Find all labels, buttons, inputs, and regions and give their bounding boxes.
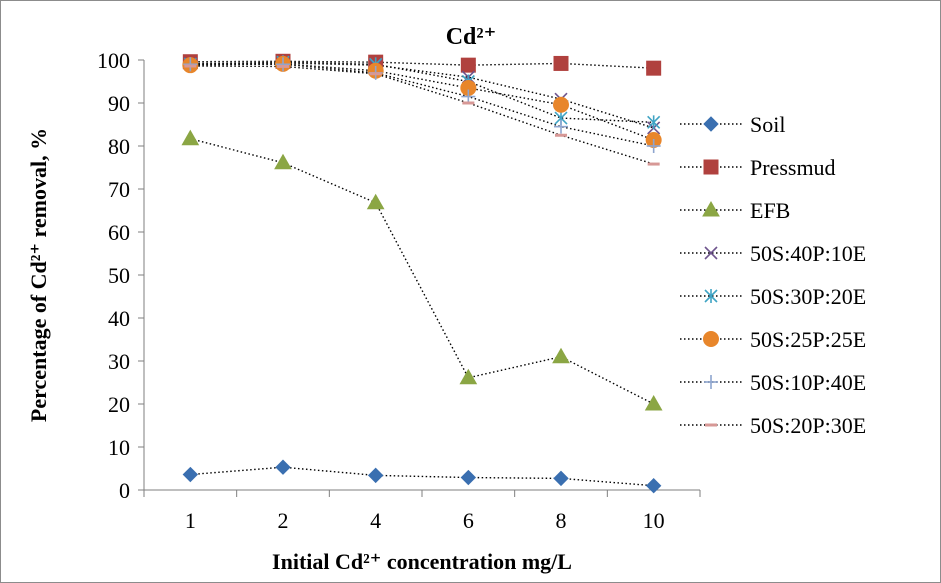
data-point bbox=[553, 470, 569, 487]
legend-marker bbox=[703, 331, 719, 347]
legend-label: 50S:10P:40E bbox=[750, 370, 866, 395]
data-point bbox=[647, 115, 661, 130]
data-point bbox=[460, 469, 477, 486]
y-tick-label: 90 bbox=[108, 91, 130, 116]
series-lines bbox=[190, 60, 654, 487]
legend-item: 50S:40P:10E bbox=[680, 241, 866, 266]
legend-marker bbox=[704, 375, 718, 389]
data-point bbox=[644, 394, 663, 411]
data-point bbox=[275, 459, 291, 475]
legend-label: Soil bbox=[750, 112, 785, 137]
legend-marker bbox=[703, 159, 719, 175]
legend-item: 50S:20P:30E bbox=[680, 413, 866, 438]
x-tick-label: 2 bbox=[278, 508, 289, 533]
legend-label: 50S:40P:10E bbox=[750, 241, 866, 266]
y-tick-label: 40 bbox=[108, 306, 130, 331]
data-point bbox=[646, 139, 661, 153]
legend-marker bbox=[704, 289, 718, 303]
legend: Soil Pressmud EFB 50S:40P:10E 50S:30P:20E 50S… bbox=[680, 112, 866, 438]
y-tick-label: 0 bbox=[119, 478, 130, 503]
data-point bbox=[274, 153, 292, 170]
series-markers bbox=[181, 53, 663, 494]
legend-label: 50S:30P:20E bbox=[750, 284, 866, 309]
x-tick-label: 6 bbox=[463, 508, 474, 533]
series-line bbox=[190, 61, 654, 124]
x-axis-title: Initial Cd²⁺ concentration mg/L bbox=[272, 549, 572, 574]
data-point bbox=[460, 57, 476, 73]
x-tick-label: 4 bbox=[370, 508, 381, 533]
y-tick-label: 70 bbox=[108, 177, 130, 202]
series-line bbox=[190, 466, 654, 487]
axes: 0 10 20 30 40 50 60 70 80 90 100 1 2 4 6 8 10 bbox=[97, 48, 701, 533]
data-point bbox=[369, 72, 382, 76]
y-tick-label: 30 bbox=[108, 349, 130, 374]
data-point bbox=[553, 96, 569, 113]
y-tick-label: 20 bbox=[108, 392, 130, 417]
data-point bbox=[461, 89, 476, 104]
data-point bbox=[181, 129, 200, 146]
data-point bbox=[184, 64, 197, 68]
legend-marker bbox=[703, 116, 719, 132]
data-point bbox=[647, 162, 660, 166]
data-point bbox=[462, 101, 475, 105]
y-axis-title: Percentage of Cd²⁺ removal, % bbox=[26, 128, 51, 422]
legend-marker bbox=[702, 200, 720, 217]
data-point bbox=[555, 133, 567, 137]
y-tick-label: 100 bbox=[97, 48, 130, 73]
legend-item: 50S:10P:40E bbox=[680, 370, 866, 395]
data-point bbox=[553, 55, 569, 71]
y-tick-label: 60 bbox=[108, 220, 130, 245]
data-point bbox=[459, 368, 478, 385]
legend-label: Pressmud bbox=[750, 155, 836, 180]
legend-label: 50S:25P:25E bbox=[750, 327, 866, 352]
x-tick-label: 10 bbox=[643, 508, 665, 533]
legend-marker bbox=[705, 423, 717, 427]
y-tick-label: 80 bbox=[108, 134, 130, 159]
series-line bbox=[190, 65, 654, 165]
data-point bbox=[366, 193, 385, 210]
series-line bbox=[190, 63, 654, 141]
data-point bbox=[277, 64, 289, 68]
chart-title: Cd²⁺ bbox=[446, 24, 497, 50]
legend-label: 50S:20P:30E bbox=[750, 413, 866, 438]
legend-item: 50S:25P:25E bbox=[680, 327, 866, 352]
data-point bbox=[552, 347, 570, 364]
series-line bbox=[190, 138, 654, 405]
legend-item: Pressmud bbox=[680, 155, 836, 180]
series-line bbox=[190, 60, 654, 69]
legend-item: EFB bbox=[680, 198, 790, 223]
data-point bbox=[554, 119, 568, 134]
data-point bbox=[182, 466, 199, 483]
series-line bbox=[190, 63, 654, 147]
data-point bbox=[367, 467, 384, 484]
x-tick-label: 1 bbox=[185, 508, 196, 533]
x-tick-label: 8 bbox=[556, 508, 567, 533]
legend-item: Soil bbox=[680, 112, 785, 137]
legend-marker bbox=[704, 246, 718, 260]
data-point bbox=[183, 57, 198, 72]
data-point bbox=[276, 57, 290, 72]
data-point bbox=[645, 477, 662, 494]
y-tick-label: 10 bbox=[108, 435, 130, 460]
legend-label: EFB bbox=[750, 198, 790, 223]
legend-item: 50S:30P:20E bbox=[680, 284, 866, 309]
data-point bbox=[646, 60, 662, 76]
y-tick-label: 50 bbox=[108, 263, 130, 288]
